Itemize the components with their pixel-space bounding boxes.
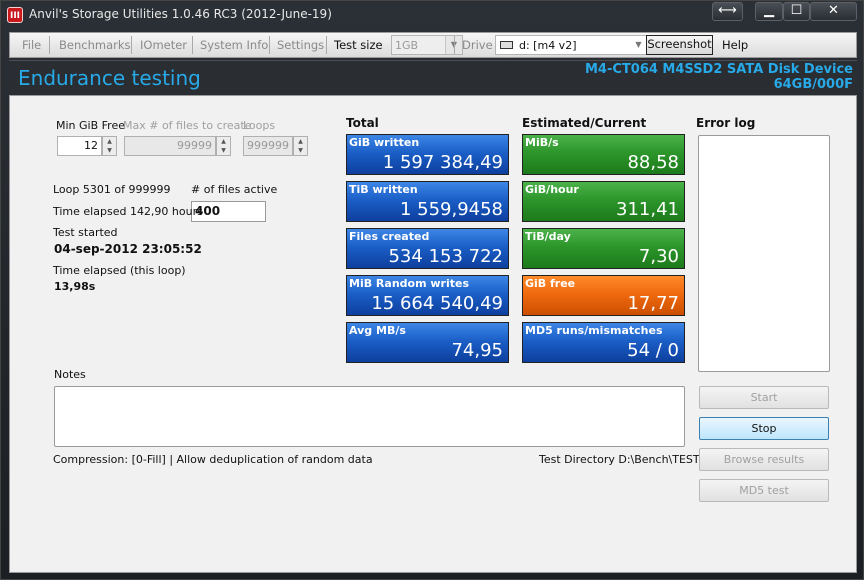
loops-stepper[interactable]: ▲ ▼ <box>293 136 308 156</box>
tile-value: 15 664 540,49 <box>371 293 503 314</box>
browse-results-button[interactable]: Browse results <box>699 448 829 471</box>
md5-test-button[interactable]: MD5 test <box>699 479 829 502</box>
menu-help[interactable]: Help <box>722 38 749 52</box>
totals-heading: Total <box>346 116 379 130</box>
page-header: Endurance testing M4-CT064 M4SSD2 SATA D… <box>9 60 857 94</box>
tile-label: Files created <box>349 230 430 243</box>
tile-value: 534 153 722 <box>388 246 503 267</box>
tile-value: 74,95 <box>451 340 503 361</box>
drive-select[interactable]: d: [m4 v2] ▼ <box>495 35 648 55</box>
test-started-value: 04-sep-2012 23:05:52 <box>54 242 202 256</box>
test-directory: Test Directory D:\Bench\TEST <box>539 453 700 466</box>
title-bar: III Anvil's Storage Utilities 1.0.46 RC3… <box>1 1 864 29</box>
tile-label: GiB free <box>525 277 576 290</box>
drive-value: d: [m4 v2] <box>519 39 577 52</box>
tile-label: TiB/day <box>525 230 571 243</box>
tile-value: 54 / 0 <box>627 340 679 361</box>
drive-icon <box>500 41 513 49</box>
tile-label: MiB/s <box>525 136 559 149</box>
menu-file[interactable]: File <box>22 38 42 52</box>
tile-value: 88,58 <box>627 152 679 173</box>
test-size-value: 1GB <box>395 39 419 52</box>
tile-mib-random-writes: MiB Random writes 15 664 540,49 <box>346 275 509 316</box>
tile-value: 1 559,9458 <box>399 199 503 220</box>
tile-label: Avg MB/s <box>349 324 406 337</box>
error-log-heading: Error log <box>696 116 756 130</box>
time-elapsed: Time elapsed 142,90 hours <box>53 205 203 218</box>
chevron-down-icon: ▼ <box>630 36 647 54</box>
menu-separator <box>192 36 193 54</box>
tile-files-created: Files created 534 153 722 <box>346 228 509 269</box>
tile-label: GiB written <box>349 136 420 149</box>
tile-label: GiB/hour <box>525 183 579 196</box>
menu-separator <box>326 36 327 54</box>
estimated-heading: Estimated/Current <box>522 116 647 130</box>
loops-input[interactable]: 999999 <box>243 136 293 156</box>
menu-separator <box>454 36 455 54</box>
menu-benchmarks[interactable]: Benchmarks <box>59 38 131 52</box>
tile-value: 1 597 384,49 <box>382 152 503 173</box>
tile-label: MD5 runs/mismatches <box>525 324 663 337</box>
max-files-label: Max # of files to create <box>123 119 252 132</box>
tile-tib-written: TiB written 1 559,9458 <box>346 181 509 222</box>
page-title: Endurance testing <box>18 66 201 90</box>
tile-tib-day: TiB/day 7,30 <box>522 228 685 269</box>
maximize-button[interactable]: ☐ <box>783 2 810 21</box>
min-gib-free-label: Min GiB Free <box>56 119 125 132</box>
files-active-input[interactable]: 400 <box>191 201 266 222</box>
min-gib-free-stepper[interactable]: ▲ ▼ <box>102 136 117 156</box>
test-size-select[interactable]: 1GB ▼ <box>391 35 463 55</box>
time-elapsed-loop-label: Time elapsed (this loop) <box>53 264 186 277</box>
menu-settings[interactable]: Settings <box>277 38 325 52</box>
tile-gib-free: GiB free 17,77 <box>522 275 685 316</box>
device-name: M4-CT064 M4SSD2 SATA Disk Device <box>584 62 853 77</box>
test-started-label: Test started <box>53 226 118 239</box>
menu-bar: File Benchmarks IOmeter System Info Sett… <box>9 32 857 58</box>
max-files-input[interactable]: 99999 <box>124 136 216 156</box>
loop-status: Loop 5301 of 999999 <box>53 183 171 196</box>
compression-info: Compression: [0-Fill] | Allow deduplicat… <box>53 453 373 466</box>
menu-separator <box>131 36 132 54</box>
loops-label: Loops <box>243 119 276 132</box>
tile-avg-mbs: Avg MB/s 74,95 <box>346 322 509 363</box>
tile-value: 7,30 <box>638 246 679 267</box>
files-active-label: # of files active <box>191 183 278 196</box>
menu-system-info[interactable]: System Info <box>200 38 269 52</box>
stop-button[interactable]: Stop <box>699 417 829 440</box>
tile-mibs: MiB/s 88,58 <box>522 134 685 175</box>
tile-md5-runs: MD5 runs/mismatches 54 / 0 <box>522 322 685 363</box>
test-size-label: Test size <box>334 38 383 52</box>
device-size: 64GB/000F <box>773 77 853 92</box>
tile-gib-written: GiB written 1 597 384,49 <box>346 134 509 175</box>
menu-separator <box>269 36 270 54</box>
main-panel: Min GiB Free 12 ▲ ▼ Max # of files to cre… <box>9 95 857 573</box>
notes-textarea[interactable] <box>54 386 685 447</box>
drive-label: Drive <box>462 38 493 52</box>
menu-separator <box>49 36 50 54</box>
min-gib-free-input[interactable]: 12 <box>57 136 102 156</box>
tile-value: 311,41 <box>616 199 679 220</box>
tile-gib-hour: GiB/hour 311,41 <box>522 181 685 222</box>
notes-label: Notes <box>54 368 86 381</box>
window-title: Anvil's Storage Utilities 1.0.46 RC3 (20… <box>29 7 332 21</box>
error-log-box[interactable] <box>698 135 830 372</box>
swap-icon[interactable]: ⟷ <box>712 2 743 21</box>
max-files-stepper[interactable]: ▲ ▼ <box>216 136 231 156</box>
close-button[interactable]: ✕ <box>810 2 857 21</box>
tile-value: 17,77 <box>627 293 679 314</box>
tile-label: TiB written <box>349 183 418 196</box>
menu-iometer[interactable]: IOmeter <box>140 38 188 52</box>
minimize-button[interactable]: ▁ <box>755 2 783 21</box>
start-button[interactable]: Start <box>699 386 829 409</box>
screenshot-button[interactable]: Screenshot <box>646 35 713 55</box>
app-icon: III <box>7 7 23 23</box>
tile-label: MiB Random writes <box>349 277 470 290</box>
time-elapsed-loop-value: 13,98s <box>54 280 96 293</box>
